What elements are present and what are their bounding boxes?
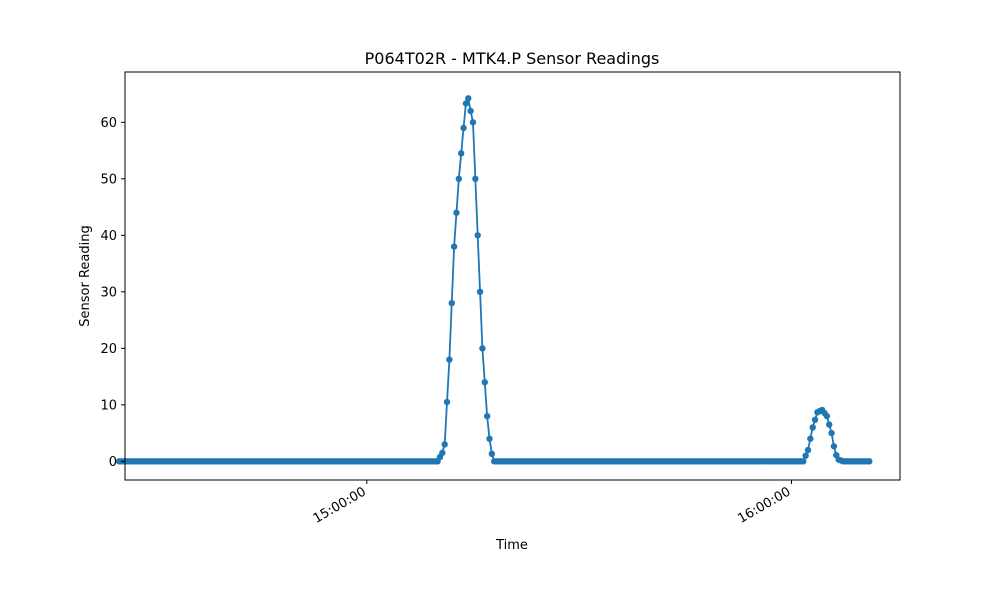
data-point [488, 450, 496, 458]
chart-title: P064T02R - MTK4.P Sensor Readings [365, 49, 660, 68]
data-point [455, 175, 463, 182]
data-point [800, 458, 807, 465]
data-point [441, 441, 448, 448]
y-tick-label: 50 [100, 172, 117, 187]
data-point [448, 299, 455, 307]
y-tick-label: 30 [100, 285, 117, 300]
y-axis-label: Sensor Reading [78, 225, 93, 326]
plot-area [115, 95, 873, 465]
x-axis: 15:00:00 16:00:00 [311, 480, 793, 527]
y-tick-label: 0 [109, 455, 117, 470]
data-point [450, 243, 458, 250]
plot-frame [124, 71, 901, 481]
data-point [486, 435, 493, 442]
x-axis-label: Time [495, 538, 528, 553]
data-point [807, 435, 814, 442]
data-point [467, 107, 474, 115]
data-point [809, 424, 816, 431]
data-point [481, 379, 488, 386]
data-point [472, 175, 479, 182]
data-point [823, 412, 831, 420]
y-axis: 0 10 20 30 40 50 60 [100, 116, 125, 470]
data-point [866, 458, 873, 465]
data-point [828, 429, 835, 437]
data-point [453, 209, 460, 216]
data-point [483, 412, 491, 420]
x-tick-label: 15:00:00 [311, 484, 369, 526]
data-point [465, 95, 472, 102]
data-point [460, 124, 467, 132]
data-point [446, 356, 453, 363]
data-point [830, 443, 838, 450]
y-tick-label: 20 [100, 342, 117, 357]
data-point [462, 100, 470, 107]
series-line [119, 95, 870, 463]
y-tick-label: 60 [100, 116, 117, 131]
data-point [457, 150, 465, 157]
data-point [439, 449, 446, 457]
data-point [479, 345, 486, 352]
x-tick-label: 16:00:00 [735, 484, 793, 526]
data-point [476, 288, 484, 296]
data-point [443, 398, 451, 406]
y-tick-label: 40 [100, 229, 117, 244]
data-point [804, 446, 812, 454]
data-point [811, 416, 819, 424]
y-tick-label: 10 [100, 398, 117, 413]
data-point [474, 232, 481, 239]
data-point [826, 421, 833, 428]
data-point [469, 119, 477, 126]
data-point [802, 452, 809, 459]
